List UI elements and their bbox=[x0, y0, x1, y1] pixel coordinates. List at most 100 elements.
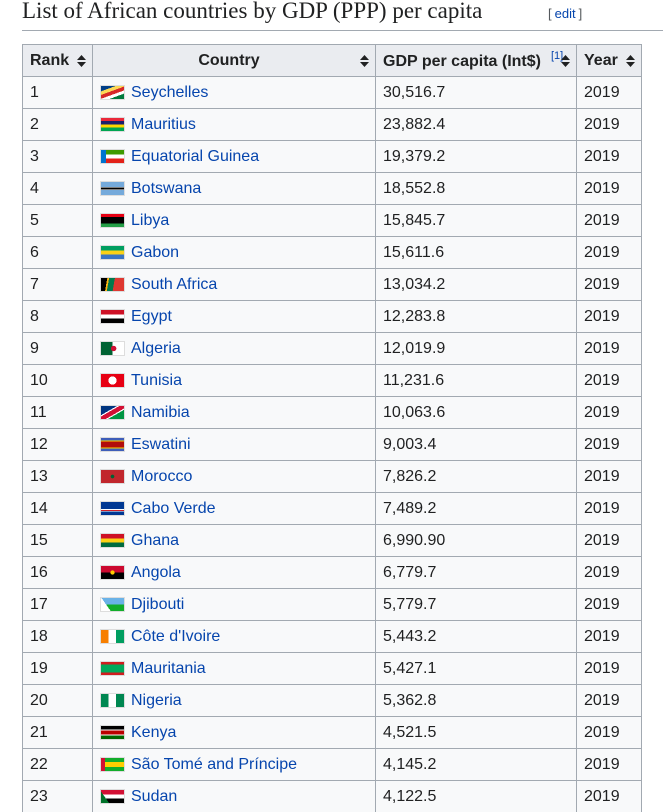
country-link[interactable]: Sudan bbox=[131, 787, 178, 805]
flag-icon bbox=[100, 244, 125, 260]
sort-icon bbox=[561, 55, 570, 67]
flag-icon bbox=[100, 180, 125, 196]
table-cell: 15,845.7 bbox=[375, 204, 577, 237]
table-cell: 1 bbox=[22, 76, 93, 109]
table-cell: 4,145.2 bbox=[375, 748, 577, 781]
country-link[interactable]: Mauritius bbox=[131, 115, 196, 133]
header-label: Rank bbox=[30, 51, 70, 69]
header-label: GDP per capita (Int$) bbox=[383, 52, 541, 70]
sort-icon bbox=[77, 55, 86, 67]
table-cell: Gabon bbox=[92, 236, 376, 269]
table-cell: 6,990.90 bbox=[375, 524, 577, 557]
bracket: [ bbox=[548, 6, 552, 21]
table-cell: 2019 bbox=[576, 460, 642, 493]
edit-section: [edit] bbox=[548, 6, 582, 21]
country-link[interactable]: Djibouti bbox=[131, 595, 185, 613]
table-row: 3 Equatorial Guinea 19,379.2 2019 bbox=[22, 140, 642, 173]
country-link[interactable]: Mauritania bbox=[131, 659, 206, 677]
table-row: 19 Mauritania 5,427.1 2019 bbox=[22, 652, 642, 685]
country-link[interactable]: Eswatini bbox=[131, 435, 191, 453]
column-header[interactable]: Year bbox=[576, 44, 642, 77]
footnote[interactable]: [1] bbox=[550, 50, 564, 63]
table-cell: Côte d'Ivoire bbox=[92, 620, 376, 653]
table-cell: 12,019.9 bbox=[375, 332, 577, 365]
table-cell: 17 bbox=[22, 588, 93, 621]
table-cell: Cabo Verde bbox=[92, 492, 376, 525]
country-link[interactable]: Nigeria bbox=[131, 691, 182, 709]
column-header[interactable]: Rank bbox=[22, 44, 93, 77]
edit-link[interactable]: edit bbox=[554, 6, 576, 21]
table-cell: 15,611.6 bbox=[375, 236, 577, 269]
table-cell: 12 bbox=[22, 428, 93, 461]
table-cell: 18 bbox=[22, 620, 93, 653]
table-cell: 2019 bbox=[576, 492, 642, 525]
table-cell: 20 bbox=[22, 684, 93, 717]
table-cell: 5,779.7 bbox=[375, 588, 577, 621]
table-cell: 2019 bbox=[576, 300, 642, 333]
flag-icon bbox=[100, 436, 125, 452]
flag-icon bbox=[100, 788, 125, 804]
flag-icon bbox=[100, 276, 125, 292]
country-link[interactable]: Equatorial Guinea bbox=[131, 147, 260, 165]
table-cell: 19,379.2 bbox=[375, 140, 577, 173]
country-link[interactable]: Tunisia bbox=[131, 371, 182, 389]
country-link[interactable]: Cabo Verde bbox=[131, 499, 216, 517]
flag-icon bbox=[100, 660, 125, 676]
table-row: 14 Cabo Verde 7,489.2 2019 bbox=[22, 492, 642, 525]
table-row: 15 Ghana 6,990.90 2019 bbox=[22, 524, 642, 557]
column-header[interactable]: GDP per capita (Int$) [1] bbox=[375, 44, 577, 77]
table-row: 13 Morocco 7,826.2 2019 bbox=[22, 460, 642, 493]
table-cell: 2019 bbox=[576, 588, 642, 621]
table-cell: Egypt bbox=[92, 300, 376, 333]
table-cell: 2019 bbox=[576, 684, 642, 717]
table-row: 17 Djibouti 5,779.7 2019 bbox=[22, 588, 642, 621]
gdp-table: Rank Country GDP per capita (Int$) [1] Year … bbox=[22, 44, 642, 812]
table-cell: 2019 bbox=[576, 652, 642, 685]
country-link[interactable]: Namibia bbox=[131, 403, 190, 421]
country-link[interactable]: Kenya bbox=[131, 723, 177, 741]
column-header[interactable]: Country bbox=[92, 44, 376, 77]
country-link[interactable]: Morocco bbox=[131, 467, 193, 485]
table-cell: 2 bbox=[22, 108, 93, 141]
country-link[interactable]: Ghana bbox=[131, 531, 180, 549]
flag-icon bbox=[100, 340, 125, 356]
table-cell: 15 bbox=[22, 524, 93, 557]
country-link[interactable]: Angola bbox=[131, 563, 181, 581]
table-cell: 2019 bbox=[576, 556, 642, 589]
flag-icon bbox=[100, 372, 125, 388]
table-cell: 23 bbox=[22, 780, 93, 812]
flag-icon bbox=[100, 148, 125, 164]
country-link[interactable]: Seychelles bbox=[131, 83, 209, 101]
country-link[interactable]: São Tomé and Príncipe bbox=[131, 755, 298, 773]
table-cell: 9 bbox=[22, 332, 93, 365]
table-cell: 2019 bbox=[576, 140, 642, 173]
table-cell: Libya bbox=[92, 204, 376, 237]
table-cell: 9,003.4 bbox=[375, 428, 577, 461]
table-cell: 7,826.2 bbox=[375, 460, 577, 493]
country-link[interactable]: Egypt bbox=[131, 307, 172, 325]
country-link[interactable]: Algeria bbox=[131, 339, 181, 357]
table-cell: Equatorial Guinea bbox=[92, 140, 376, 173]
table-cell: 7 bbox=[22, 268, 93, 301]
country-link[interactable]: Gabon bbox=[131, 243, 180, 261]
table-row: 10 Tunisia 11,231.6 2019 bbox=[22, 364, 642, 397]
table-cell: Kenya bbox=[92, 716, 376, 749]
country-link[interactable]: Côte d'Ivoire bbox=[131, 627, 221, 645]
country-link[interactable]: Libya bbox=[131, 211, 170, 229]
table-cell: 30,516.7 bbox=[375, 76, 577, 109]
table-cell: 16 bbox=[22, 556, 93, 589]
table-cell: 2019 bbox=[576, 172, 642, 205]
table-cell: 13 bbox=[22, 460, 93, 493]
table-cell: 2019 bbox=[576, 268, 642, 301]
table-cell: 2019 bbox=[576, 780, 642, 812]
header-label: Year bbox=[584, 51, 618, 69]
country-link[interactable]: South Africa bbox=[131, 275, 218, 293]
country-link[interactable]: Botswana bbox=[131, 179, 202, 197]
table-cell: 2019 bbox=[576, 428, 642, 461]
table-cell: 4 bbox=[22, 172, 93, 205]
table-row: 23 Sudan 4,122.5 2019 bbox=[22, 780, 642, 812]
table-cell: 23,882.4 bbox=[375, 108, 577, 141]
flag-icon bbox=[100, 308, 125, 324]
flag-icon bbox=[100, 84, 125, 100]
